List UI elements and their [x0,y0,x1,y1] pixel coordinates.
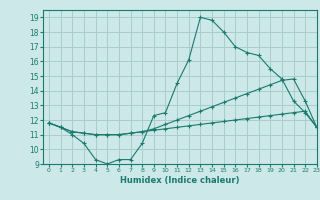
X-axis label: Humidex (Indice chaleur): Humidex (Indice chaleur) [120,176,240,185]
